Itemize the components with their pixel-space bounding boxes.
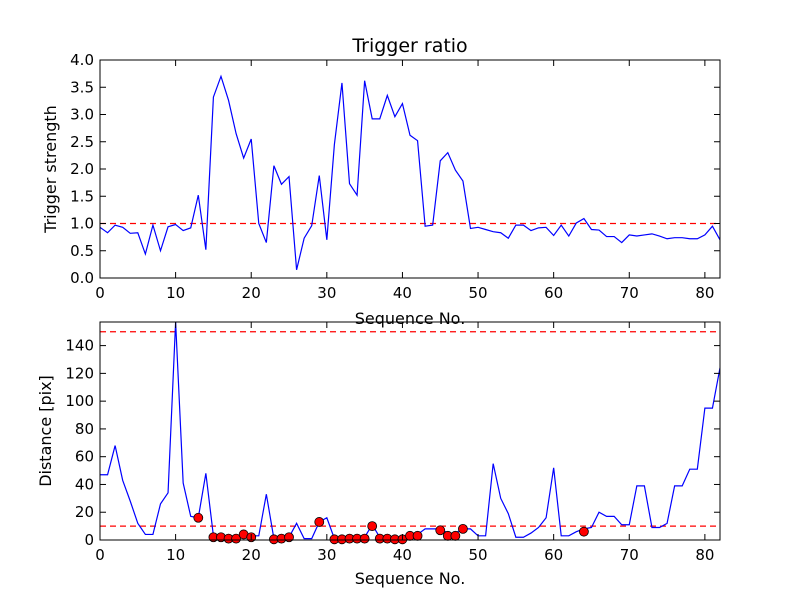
top-y-tick-label: 1.5 <box>70 187 94 205</box>
top-x-tick-label: 20 <box>242 284 261 302</box>
trigger-ratio-chart: Trigger ratio 0.0 0.5 1.0 1.5 2.0 2.5 3.0 3.5 4.… <box>41 35 721 328</box>
bottom-y-axis-label: Distance [pix] <box>36 375 55 487</box>
top-x-tick-label: 70 <box>620 284 639 302</box>
distance-marker <box>435 525 446 536</box>
bottom-y-tick-label: 100 <box>65 392 94 410</box>
bottom-x-tick-label: 80 <box>695 546 714 564</box>
distance-marker <box>450 530 461 541</box>
top-x-tick-label: 0 <box>95 284 105 302</box>
distance-marker <box>367 521 378 532</box>
bottom-y-tick-label: 120 <box>65 364 94 382</box>
bottom-plot-frame <box>99 321 721 541</box>
bottom-y-ticks: 0 20 40 60 80 100 120 140 <box>65 337 720 549</box>
top-x-ticks: 0 10 20 30 40 50 60 70 80 <box>95 60 714 302</box>
bottom-y-tick-label: 20 <box>75 503 94 521</box>
distance-marker <box>314 517 325 527</box>
bottom-x-tick-label: 10 <box>166 546 185 564</box>
top-x-axis-label: Sequence No. <box>355 309 466 328</box>
bottom-x-axis-label: Sequence No. <box>355 569 466 588</box>
top-x-tick-label: 50 <box>469 284 488 302</box>
distance-marker <box>193 512 204 523</box>
top-x-tick-label: 60 <box>544 284 563 302</box>
distance-marker <box>359 533 370 544</box>
top-y-tick-label: 0.0 <box>70 269 94 287</box>
bottom-x-tick-label: 70 <box>620 546 639 564</box>
bottom-x-ticks: 0 10 20 30 40 50 60 70 80 <box>95 322 714 564</box>
top-y-tick-label: 2.0 <box>70 160 94 178</box>
top-x-tick-label: 10 <box>166 284 185 302</box>
top-y-tick-label: 2.5 <box>70 133 94 151</box>
top-x-tick-label: 30 <box>317 284 336 302</box>
distance-marker <box>231 533 241 544</box>
bottom-x-tick-label: 60 <box>544 546 563 564</box>
bottom-y-tick-label: 140 <box>65 337 94 355</box>
distance-marker <box>284 532 294 543</box>
top-x-tick-label: 80 <box>695 284 714 302</box>
top-y-ticks: 0.0 0.5 1.0 1.5 2.0 2.5 3.0 3.5 4.0 <box>70 51 720 287</box>
bottom-x-tick-label: 20 <box>242 546 261 564</box>
top-plot-frame <box>99 59 721 279</box>
chart-title: Trigger ratio <box>351 35 467 57</box>
bottom-y-tick-label: 60 <box>75 448 94 466</box>
top-y-tick-label: 1.0 <box>70 215 94 233</box>
bottom-y-tick-label: 40 <box>75 475 94 493</box>
distance-marker <box>579 526 589 537</box>
distance-threshold-lines <box>100 331 720 527</box>
bottom-x-tick-label: 50 <box>469 546 488 564</box>
bottom-x-tick-label: 40 <box>393 546 412 564</box>
bottom-x-tick-label: 30 <box>317 546 336 564</box>
trigger-strength-line <box>100 74 720 270</box>
top-series-line <box>100 74 720 270</box>
bottom-y-tick-label: 80 <box>75 420 94 438</box>
distance-marker <box>458 523 468 534</box>
top-y-tick-label: 4.0 <box>70 51 94 69</box>
bottom-x-tick-label: 0 <box>95 546 105 564</box>
distance-marker <box>412 530 423 541</box>
bottom-y-tick-label: 0 <box>84 531 94 549</box>
top-x-tick-label: 40 <box>393 284 412 302</box>
top-y-axis-label: Trigger strength <box>41 105 60 234</box>
distance-markers <box>193 512 589 545</box>
top-y-tick-label: 0.5 <box>70 242 94 260</box>
distance-chart: 0 20 40 60 80 100 120 140 0 10 20 30 40 50 60 70 80 Seq… <box>36 321 721 588</box>
top-y-tick-label: 3.5 <box>70 78 94 96</box>
top-y-tick-label: 3.0 <box>70 106 94 124</box>
